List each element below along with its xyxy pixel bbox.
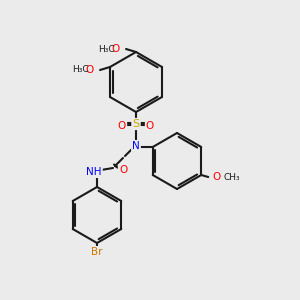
Text: O: O [85, 65, 93, 75]
Text: O: O [119, 165, 127, 175]
Text: H₃C: H₃C [72, 65, 88, 74]
Text: H₃C: H₃C [98, 44, 115, 53]
Text: N: N [132, 141, 140, 151]
Text: O: O [111, 44, 119, 54]
Text: S: S [132, 119, 140, 129]
Text: O: O [212, 172, 220, 182]
Text: O: O [146, 121, 154, 131]
Text: CH₃: CH₃ [223, 172, 240, 182]
Text: NH: NH [86, 167, 102, 177]
Text: O: O [118, 121, 126, 131]
Text: Br: Br [91, 247, 103, 257]
